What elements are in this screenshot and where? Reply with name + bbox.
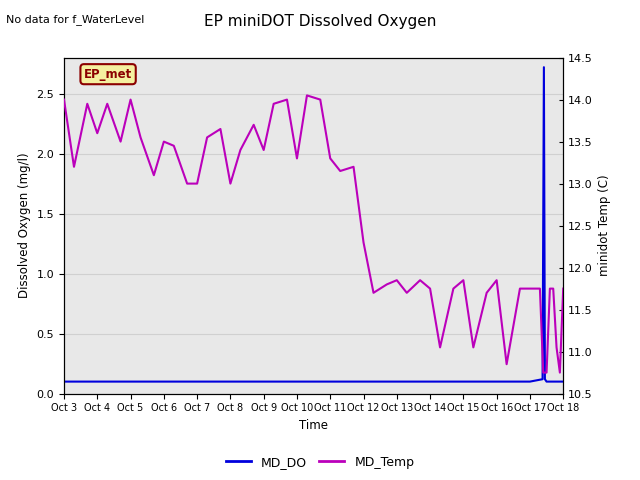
X-axis label: Time: Time <box>299 419 328 432</box>
Text: No data for f_WaterLevel: No data for f_WaterLevel <box>6 14 145 25</box>
Legend: MD_DO, MD_Temp: MD_DO, MD_Temp <box>221 451 419 474</box>
Y-axis label: Dissolved Oxygen (mg/l): Dissolved Oxygen (mg/l) <box>18 153 31 299</box>
Text: EP_met: EP_met <box>84 68 132 81</box>
Y-axis label: minidot Temp (C): minidot Temp (C) <box>598 175 611 276</box>
Text: EP miniDOT Dissolved Oxygen: EP miniDOT Dissolved Oxygen <box>204 14 436 29</box>
